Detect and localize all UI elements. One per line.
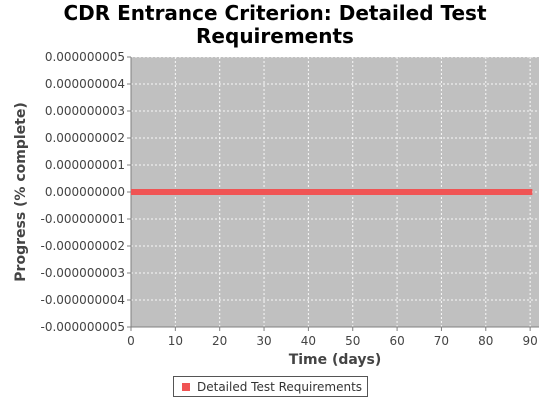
x-tick-label: 70 bbox=[434, 334, 449, 348]
legend-swatch bbox=[182, 382, 190, 391]
chart-title-line-2: Requirements bbox=[196, 24, 354, 48]
x-tick-label: 50 bbox=[345, 334, 360, 348]
y-tick-label: 0.000000005 bbox=[45, 50, 125, 64]
y-tick-label: -0.000000001 bbox=[41, 212, 126, 226]
x-tick-label: 10 bbox=[168, 334, 183, 348]
legend-label: Detailed Test Requirements bbox=[197, 379, 363, 394]
y-tick-label: 0.000000004 bbox=[45, 77, 125, 91]
chart-title-line-1: CDR Entrance Criterion: Detailed Test bbox=[63, 1, 487, 25]
y-tick-label: 0.000000000 bbox=[45, 185, 125, 199]
y-tick-label: -0.000000003 bbox=[41, 266, 126, 280]
legend: Detailed Test Requirements bbox=[173, 376, 369, 397]
y-tick-label: -0.000000005 bbox=[41, 320, 126, 334]
x-tick-label: 80 bbox=[478, 334, 493, 348]
y-tick-label: -0.000000004 bbox=[41, 293, 126, 307]
y-tick-label: 0.000000002 bbox=[45, 131, 125, 145]
y-tick-label: 0.000000003 bbox=[45, 104, 125, 118]
x-tick-label: 90 bbox=[522, 334, 537, 348]
y-axis-label: Progress (% complete) bbox=[13, 102, 29, 281]
x-tick-label: 40 bbox=[301, 334, 316, 348]
x-tick-label: 20 bbox=[212, 334, 227, 348]
x-tick-label: 60 bbox=[389, 334, 404, 348]
x-axis-label: Time (days) bbox=[289, 352, 382, 368]
chart-title: CDR Entrance Criterion: Detailed Test Re… bbox=[0, 0, 550, 48]
y-tick-label: 0.000000001 bbox=[45, 158, 125, 172]
y-tick-label: -0.000000002 bbox=[41, 239, 126, 253]
x-tick-label: 0 bbox=[127, 334, 135, 348]
x-tick-label: 30 bbox=[256, 334, 271, 348]
